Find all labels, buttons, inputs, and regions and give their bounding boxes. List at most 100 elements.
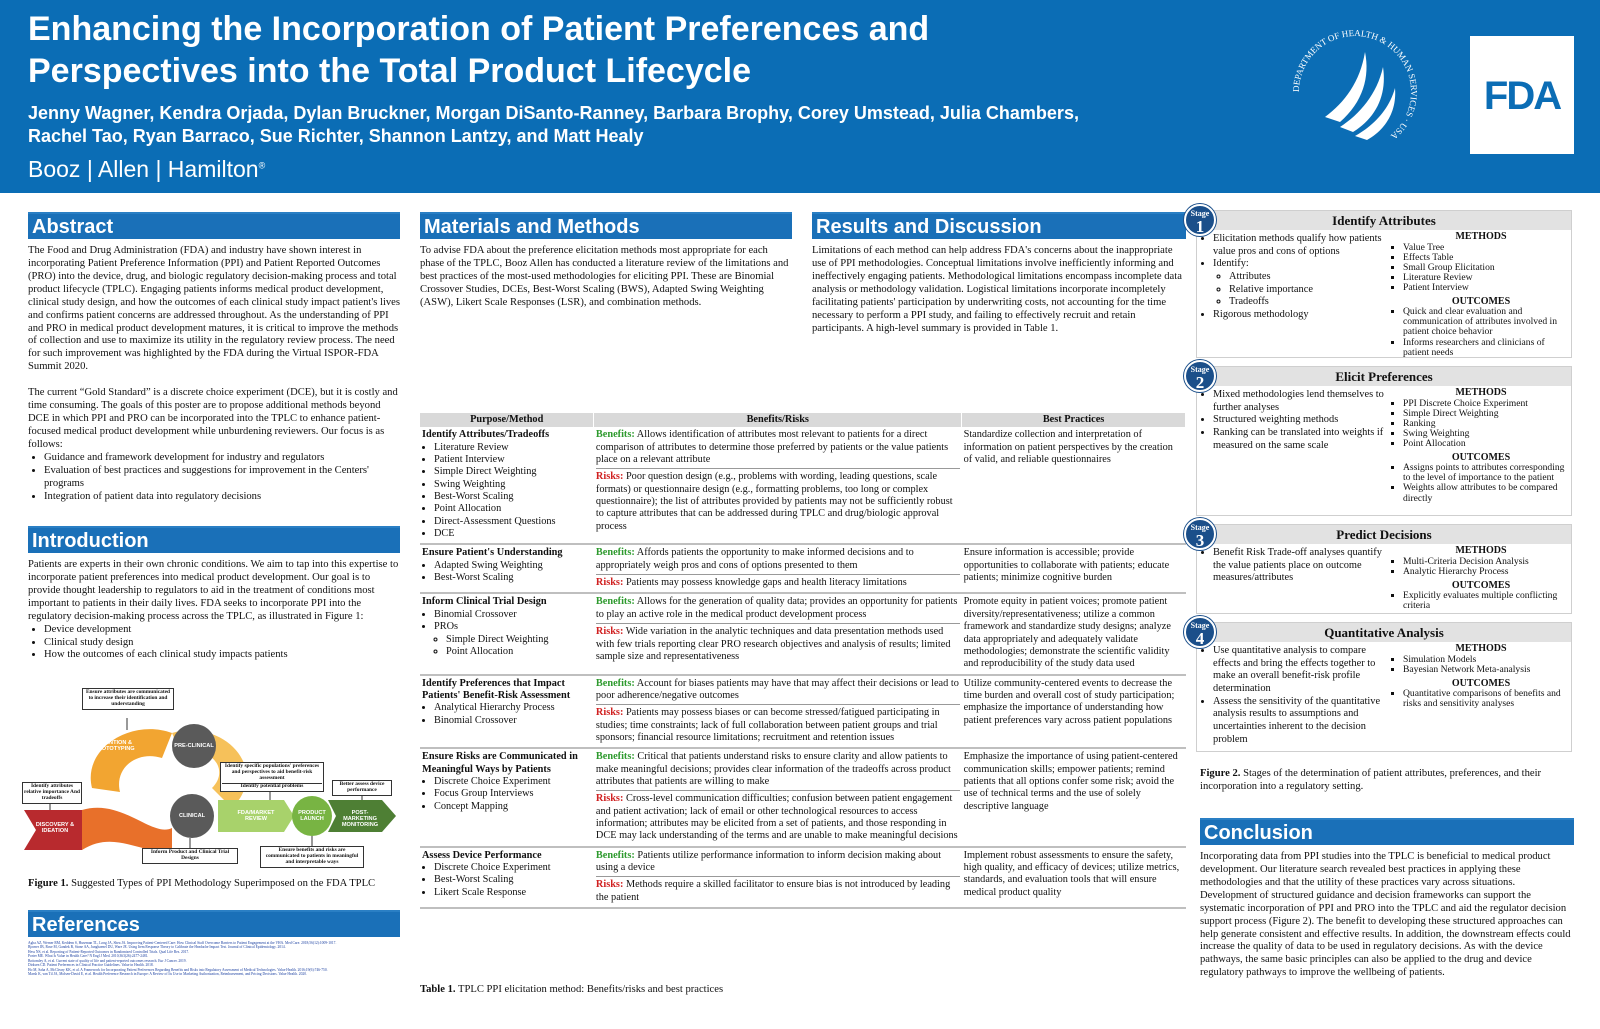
callout: Ensure benefits and risks are communicat…	[260, 846, 364, 868]
header: Enhancing the Incorporation of Patient P…	[0, 0, 1600, 193]
risks-label: Risks:	[595, 879, 624, 891]
sub-item: Attributes	[1229, 271, 1387, 284]
risks-label: Risks:	[595, 577, 624, 589]
benefits-text: Allows for the generation of quality dat…	[595, 596, 958, 620]
list-item-text: PROs	[434, 621, 459, 633]
purpose: Identify Preferences that Impact Patient…	[422, 677, 571, 701]
risks: Risks: Wide variation in the analytic te…	[596, 626, 960, 663]
stage-label: DISCOVERY & IDEATION	[35, 822, 75, 835]
list-item: Swing Weighting	[1403, 428, 1569, 439]
callout: Ensure attributes are communicated to in…	[82, 688, 174, 710]
risks: Risks: Patients may possess knowledge ga…	[596, 577, 960, 589]
paragraph: Patients are experts in their own chroni…	[28, 559, 399, 622]
outcome-list: Quick and clear evaluation and communica…	[1393, 307, 1569, 357]
reference: Ho M, Saha A, McCleary KK, et al. A Fram…	[28, 967, 328, 972]
sub-list: AttributesRelative importanceTradeoffs	[1213, 271, 1387, 309]
list-item: Benefit Risk Trade-off analyses quantify…	[1213, 547, 1387, 585]
header-cell: Best Practices	[961, 413, 1186, 428]
authors: Rachel Tao, Ryan Barraco, Sue Richter, S…	[28, 126, 644, 146]
purpose-cell: Ensure Risks are Communicated in Meaning…	[420, 748, 594, 848]
list-item: Assess the sensitivity of the quantitati…	[1213, 696, 1387, 747]
figure-1: Ensure attributes are communicated to in…	[22, 688, 400, 876]
reference: Dirksen CD. Patient Preferences in Clini…	[28, 963, 154, 968]
stage-label: PRE-CLINICAL	[174, 743, 214, 749]
separator	[595, 468, 960, 470]
reference: Agha AZ, Werner RM, Keddem S, Huseman TL…	[28, 941, 337, 945]
list-item: Rigorous methodology	[1213, 309, 1387, 322]
benefits: Benefits: Affords patients the opportuni…	[596, 547, 960, 572]
stage-badge: Stage 1	[1184, 204, 1216, 236]
benefits-label: Benefits:	[595, 751, 635, 763]
outcomes-heading: OUTCOMES	[1451, 295, 1511, 307]
methods: Materials and Methods To advise FDA abou…	[420, 212, 792, 310]
methods-heading: METHODS	[1455, 643, 1507, 654]
reference: Marsh K, van Til JA, Molsen-David E, et …	[28, 972, 307, 977]
risks-label: Risks:	[595, 626, 624, 638]
stage-title: Predict Decisions	[1197, 525, 1571, 544]
stage-details: METHODSSimulation ModelsBayesian Network…	[1393, 643, 1569, 709]
purpose-cell: Identify Preferences that Impact Patient…	[420, 674, 594, 750]
best-practice: Utilize community-centered events to dec…	[961, 674, 1186, 750]
outcomes-heading: OUTCOMES	[1451, 451, 1511, 463]
list-item: Device development	[44, 624, 400, 637]
purpose-cell: Identify Attributes/TradeoffsLiterature …	[420, 427, 594, 546]
conclusion: Conclusion Incorporating data from PPI s…	[1200, 818, 1574, 980]
callout-text: Identify specific populations' preferenc…	[224, 763, 320, 781]
authors: Jenny Wagner, Kendra Orjada, Dylan Bruck…	[28, 103, 1079, 123]
method-list: Value TreeEffects TableSmall Group Elici…	[1393, 242, 1569, 293]
list-item: Bayesian Network Meta-analysis	[1403, 664, 1569, 675]
benefits-risks-cell: Benefits: Allows identification of attri…	[593, 427, 962, 546]
stage-label: INVENTION & PROTOTYPING	[94, 740, 135, 753]
risks-text: Wide variation in the analytic technique…	[595, 626, 951, 662]
reference: Hess NS, et al. Reporting of Patient-Rep…	[28, 949, 190, 954]
list-item: Direct-Assessment Questions	[434, 516, 592, 528]
stage-box: Elicit Preferences Mixed methodologies le…	[1196, 366, 1572, 516]
outcomes-heading: OUTCOMES	[1451, 579, 1511, 591]
callout: Identify specific populations' preferenc…	[220, 762, 324, 792]
caption-text: Suggested Types of PPI Methodology Super…	[68, 878, 376, 889]
method-list: Analytical Hierarchy ProcessBinomial Cro…	[422, 702, 592, 727]
risks: Risks: Cross-level communication difficu…	[596, 793, 960, 842]
list-item: Structured weighting methods	[1213, 414, 1387, 427]
risks-text: Cross-level communication difficulties; …	[595, 793, 958, 842]
list-item: Quantitative comparisons of benefits and…	[1403, 689, 1569, 709]
risks-text: Methods require a skilled facilitator to…	[595, 879, 951, 903]
list-item: Informs researchers and clinicians of pa…	[1403, 337, 1569, 358]
list-item: Concept Mapping	[434, 801, 592, 813]
list-item: Likert Scale Response	[434, 887, 592, 899]
references: References Agha AZ, Werner RM, Keddem S,…	[28, 910, 400, 977]
list-item: Explicitly evaluates multiple conflictin…	[1403, 591, 1569, 611]
paragraph: To advise FDA about the preference elici…	[420, 245, 789, 308]
list-item: Patient Interview	[1403, 282, 1569, 293]
benefits-text: Patients utilize performance information…	[595, 849, 942, 873]
list-item: Binomial Crossover	[434, 609, 592, 621]
list-item: Best-Worst Scaling	[434, 874, 592, 886]
stage-bullets: Benefit Risk Trade-off analyses quantify…	[1201, 547, 1387, 585]
section-heading: Introduction	[28, 526, 400, 553]
list-item: Patient Interview	[434, 454, 592, 466]
table: Purpose/Method Benefits/Risks Best Practic…	[420, 413, 1186, 910]
purpose-cell: Inform Clinical Trial DesignBinomial Cro…	[420, 593, 594, 676]
callout: Better assess device performance	[332, 780, 392, 796]
benefits: Benefits: Patients utilize performance i…	[596, 850, 960, 875]
list-item: Best-Worst Scaling	[434, 491, 592, 503]
bullet-list: Elicitation methods qualify how patients…	[1201, 233, 1387, 322]
stage-number: 3	[1195, 531, 1205, 550]
list-item: Quick and clear evaluation and communica…	[1403, 307, 1569, 337]
benefits-label: Benefits:	[595, 547, 635, 559]
benefits-risks-cell: Benefits: Affords patients the opportuni…	[593, 544, 962, 595]
benefits-label: Benefits:	[595, 429, 635, 441]
list-item: DCE	[434, 528, 592, 540]
stage-title: Quantitative Analysis	[1197, 623, 1571, 642]
list-item: Clinical study design	[44, 637, 400, 650]
separator	[595, 876, 960, 878]
abstract: Abstract The Food and Drug Administratio…	[28, 212, 400, 504]
section-heading: Conclusion	[1200, 818, 1574, 845]
list-item: Assigns points to attributes correspondi…	[1403, 463, 1569, 483]
stage-badge: Stage 4	[1184, 616, 1216, 648]
org-mark: ®	[258, 160, 266, 171]
org: Booz | Allen | Hamilton®	[28, 155, 265, 183]
header-cell: Benefits/Risks	[593, 413, 963, 428]
purpose: Ensure Risks are Communicated in Meaning…	[422, 751, 578, 775]
